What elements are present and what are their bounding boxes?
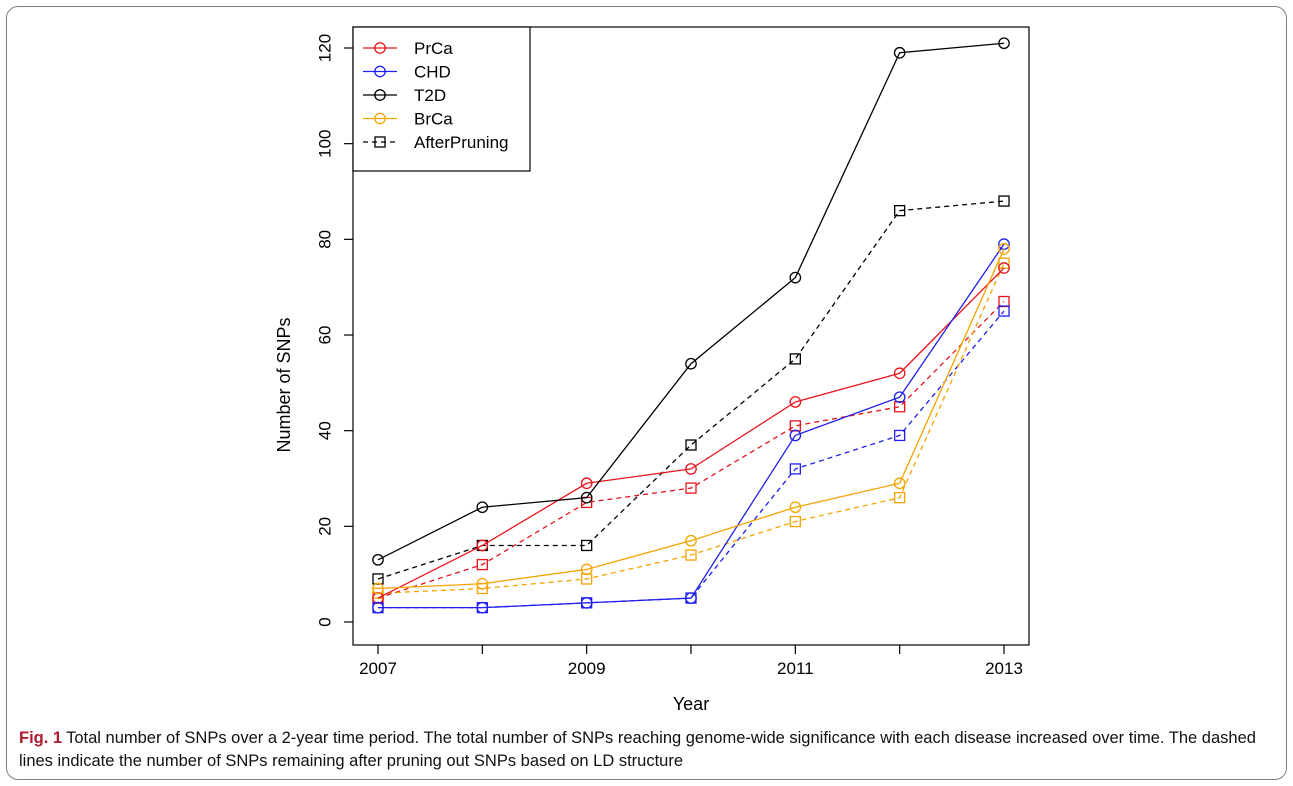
legend-item-t2d: T2D — [363, 86, 446, 105]
legend-swatch-marker — [374, 136, 386, 148]
legend-item-afterpruning: AfterPruning — [363, 133, 509, 152]
data-point — [789, 463, 801, 475]
legend-label: PrCa — [414, 39, 453, 58]
caption-text: Total number of SNPs over a 2-year time … — [19, 729, 1256, 770]
data-point — [685, 549, 697, 561]
data-point — [580, 563, 593, 576]
x-tick-label-2009: 2009 — [568, 659, 606, 678]
series-line — [377, 248, 1005, 590]
y-tick-label-60: 60 — [316, 326, 335, 345]
series-t2d-solid — [372, 37, 1010, 566]
data-point — [789, 396, 802, 408]
data-point — [893, 367, 906, 380]
data-point — [894, 204, 906, 217]
data-point — [372, 582, 384, 595]
legend-label: BrCa — [414, 110, 453, 129]
x-tick-label-2011: 2011 — [777, 659, 814, 678]
data-point — [476, 539, 489, 552]
data-point — [893, 391, 906, 404]
series-line — [377, 262, 1005, 594]
series-prca-solid — [372, 262, 1010, 604]
y-tick-label-120: 120 — [316, 34, 335, 62]
figure-frame — [6, 6, 1287, 780]
legend-swatch-marker — [374, 112, 386, 125]
data-point — [476, 601, 489, 614]
y-tick-label-40: 40 — [316, 421, 335, 440]
series-brca-solid — [372, 243, 1010, 595]
data-point — [789, 501, 802, 514]
figure-caption: Fig. 1 Total number of SNPs over a 2-year… — [19, 727, 1281, 773]
data-point — [685, 592, 697, 604]
data-point — [789, 429, 802, 442]
y-tick-label-80: 80 — [316, 230, 335, 249]
series-afterpruning-dashed — [372, 195, 1010, 585]
data-point — [685, 439, 697, 451]
data-point — [685, 482, 697, 494]
data-point — [789, 271, 802, 284]
data-point — [685, 534, 697, 547]
x-tick-label-2013: 2013 — [985, 659, 1023, 678]
legend-item-chd: CHD — [363, 63, 451, 82]
legend-swatch-marker — [374, 42, 386, 54]
legend-swatch-marker — [374, 65, 386, 78]
data-point — [998, 37, 1010, 50]
legend-item-brca: BrCa — [363, 110, 453, 129]
x-tick-label-2007: 2007 — [359, 659, 397, 678]
data-point — [893, 46, 906, 59]
data-point — [580, 491, 593, 504]
data-point — [894, 491, 906, 504]
figure-label: Fig. 1 — [19, 729, 63, 747]
data-point — [998, 262, 1010, 274]
data-point — [789, 515, 801, 528]
data-point — [685, 463, 697, 475]
series-series-7-dashed — [372, 257, 1010, 599]
data-point — [894, 429, 906, 442]
data-point — [372, 592, 384, 604]
legend-swatch-marker — [374, 89, 386, 101]
legend: PrCa CHD T2D BrCa AfterPruning — [352, 26, 531, 172]
data-point — [998, 243, 1010, 255]
data-point — [998, 305, 1010, 317]
data-point — [372, 601, 384, 614]
y-tick-label-0: 0 — [316, 617, 335, 626]
legend-label: CHD — [414, 63, 451, 82]
legend-label: AfterPruning — [414, 133, 509, 152]
data-point — [476, 501, 489, 514]
data-point — [580, 597, 593, 609]
series-line — [377, 42, 1005, 561]
data-point — [789, 353, 801, 365]
data-point — [372, 553, 384, 566]
legend-label: T2D — [414, 86, 446, 105]
x-axis-label: Year — [673, 694, 709, 714]
series-line — [377, 301, 1005, 599]
legend-item-prca: PrCa — [363, 39, 453, 58]
y-tick-label-20: 20 — [316, 517, 335, 536]
data-point — [685, 357, 697, 370]
series-line — [377, 267, 1005, 599]
series-series-6-dashed — [372, 305, 1010, 614]
series-chd-solid — [372, 238, 1010, 614]
data-point — [581, 539, 593, 552]
series-line — [378, 243, 1005, 609]
series-line — [378, 310, 1005, 609]
data-point — [476, 577, 489, 590]
data-point — [998, 195, 1010, 207]
y-axis-label: Number of SNPs — [274, 317, 294, 452]
data-point — [476, 558, 488, 571]
y-tick-label-100: 100 — [316, 129, 335, 157]
series-line — [377, 200, 1005, 580]
data-point — [893, 477, 906, 490]
data-point — [580, 477, 593, 490]
